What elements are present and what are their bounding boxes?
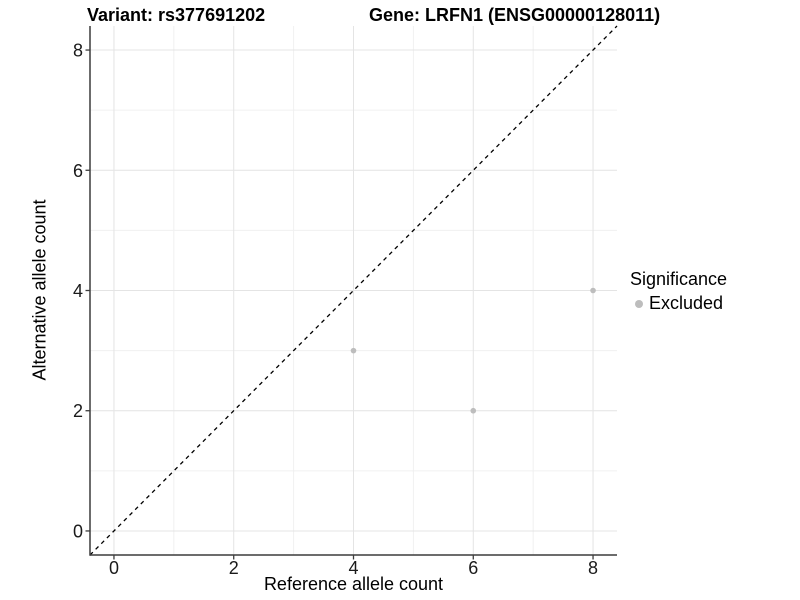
y-tick-label: 0 <box>73 521 83 541</box>
plot-title-variant: Variant: rs377691202 <box>87 5 266 25</box>
legend-item-label: Excluded <box>649 293 724 313</box>
x-tick-label: 4 <box>348 558 358 578</box>
x-tick-label: 8 <box>588 558 598 578</box>
x-tick-label: 6 <box>468 558 478 578</box>
data-point <box>470 407 477 414</box>
plot-title-gene: Gene: LRFN1 (ENSG00000128011) <box>369 5 661 25</box>
legend-title: Significance <box>630 269 728 289</box>
y-tick-label: 4 <box>73 281 83 301</box>
legend: Significance Excluded <box>630 269 727 314</box>
legend-item-excluded: Excluded <box>630 293 727 314</box>
y-axis-label: Alternative allele count <box>29 199 50 381</box>
y-tick-label: 8 <box>73 41 83 61</box>
x-tick-label: 0 <box>109 558 119 578</box>
x-tick-label: 2 <box>229 558 239 578</box>
data-point <box>590 287 596 294</box>
y-tick-label: 6 <box>73 161 83 181</box>
x-axis-label: Reference allele count <box>263 574 444 594</box>
legend-point-icon <box>635 299 643 308</box>
data-point <box>350 347 357 354</box>
y-tick-label: 2 <box>73 401 83 421</box>
